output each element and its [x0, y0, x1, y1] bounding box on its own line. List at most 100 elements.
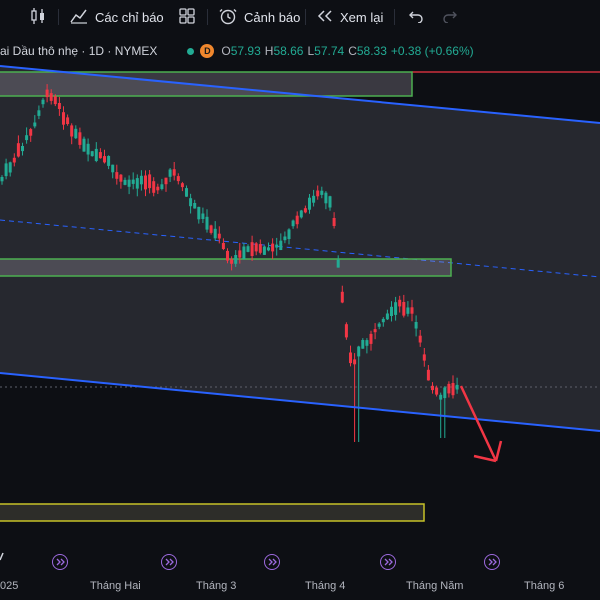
candle-body — [201, 213, 205, 219]
candle-body — [41, 99, 45, 105]
candle-body — [381, 318, 385, 323]
candle-body — [25, 135, 29, 141]
candle-body — [349, 352, 352, 364]
alerts-button[interactable]: Cảnh báo — [219, 0, 300, 34]
candle-body — [414, 322, 418, 329]
candle-body — [365, 340, 369, 346]
candle-body — [262, 246, 266, 255]
replay-label: Xem lại — [340, 9, 384, 25]
templates-button[interactable] — [179, 0, 195, 34]
event-marker[interactable] — [380, 554, 396, 570]
candle-body — [340, 291, 344, 303]
candle-body — [398, 299, 402, 307]
candle-body — [336, 259, 340, 268]
candle-body — [148, 174, 152, 189]
candle-body — [410, 307, 414, 314]
forecast-arrow[interactable] — [459, 385, 503, 463]
candle-body — [94, 148, 98, 161]
demand-zone-bottom[interactable] — [0, 503, 425, 522]
candle-body — [12, 157, 16, 163]
candle-body — [361, 340, 365, 349]
x-axis-label: Tháng 4 — [305, 580, 346, 592]
undo-icon — [408, 9, 424, 26]
candle-body — [394, 302, 398, 315]
candle-body — [33, 122, 37, 127]
candle-body — [332, 218, 336, 226]
candle-body — [226, 250, 229, 261]
redo-icon — [442, 9, 458, 26]
candle-body — [213, 228, 217, 239]
close-value: 58.33 — [356, 44, 387, 58]
candle-body — [291, 220, 295, 227]
undo-button[interactable] — [408, 0, 424, 34]
candle-body — [164, 177, 168, 185]
candle-body — [103, 156, 106, 163]
templates-icon — [179, 7, 195, 27]
open-key: O — [221, 44, 231, 58]
candle-body — [369, 333, 373, 344]
channel-lower-line[interactable] — [0, 372, 600, 432]
toolbar-divider — [394, 9, 395, 25]
candle-body — [4, 163, 8, 177]
symbol-title[interactable]: ai Dầu thô nhẹ · 1D · NYMEX — [0, 44, 158, 58]
candle-body — [312, 195, 316, 203]
x-axis-label: Tháng 3 — [196, 580, 237, 592]
candle-body — [344, 324, 348, 338]
candle-body — [426, 369, 430, 381]
candle-body — [115, 172, 119, 179]
indicators-icon — [70, 8, 88, 27]
event-icon — [56, 553, 65, 571]
high-value: 58.66 — [273, 44, 304, 58]
candle-body — [320, 190, 324, 195]
top-toolbar: Các chỉ báo Cảnh báo Xem lại — [0, 0, 600, 34]
candle-body — [406, 307, 410, 314]
candle-body — [86, 143, 90, 155]
candle-body — [299, 210, 303, 218]
event-marker[interactable] — [484, 554, 500, 570]
event-marker[interactable] — [52, 554, 68, 570]
replay-button[interactable]: Xem lại — [317, 0, 383, 34]
candle-body — [127, 179, 131, 187]
candle-body — [324, 192, 328, 204]
candle-body — [267, 247, 270, 251]
axis-marker — [0, 552, 4, 561]
candle-body — [390, 306, 393, 316]
candle-body — [447, 383, 451, 394]
candle-body — [238, 250, 242, 258]
candle-body — [119, 174, 123, 182]
candle-body — [435, 387, 439, 395]
candle-body — [455, 384, 459, 390]
event-icon — [488, 553, 497, 571]
candle-body — [197, 206, 201, 220]
candle-body — [29, 129, 33, 136]
candle-body — [221, 243, 225, 249]
candle-body — [385, 313, 389, 320]
low-value: 57.74 — [314, 44, 345, 58]
candle-body — [316, 190, 320, 197]
market-open-dot — [187, 47, 195, 55]
chart-type-button[interactable] — [30, 0, 46, 34]
alert-clock-icon — [219, 7, 237, 28]
candle-body — [49, 93, 53, 101]
channel-upper-line[interactable] — [0, 65, 600, 124]
candle-body — [78, 132, 82, 145]
candle-body — [353, 359, 357, 365]
candle-body — [287, 229, 291, 239]
candle-body — [123, 179, 127, 185]
candle-body — [373, 329, 377, 333]
channel-midline[interactable] — [0, 219, 600, 278]
event-marker[interactable] — [264, 554, 280, 570]
redo-button[interactable] — [442, 0, 458, 34]
candle-body — [246, 246, 250, 252]
supply-zone-top[interactable] — [0, 71, 413, 97]
indicators-button[interactable]: Các chỉ báo — [70, 0, 164, 34]
candles-icon — [30, 7, 46, 28]
supply-zone-middle[interactable] — [0, 258, 452, 277]
candle-body — [74, 128, 78, 139]
candle-body — [70, 125, 74, 137]
candle-body — [283, 236, 287, 241]
dividend-badge[interactable]: D — [200, 44, 215, 58]
close-key: C — [348, 44, 357, 58]
event-marker[interactable] — [161, 554, 177, 570]
